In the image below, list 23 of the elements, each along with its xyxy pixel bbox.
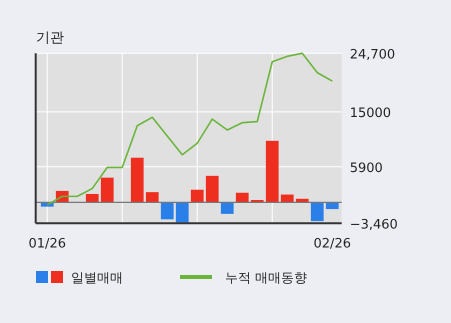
- bar: [86, 194, 99, 202]
- bar: [310, 202, 324, 222]
- y-tick-label: 5900: [350, 160, 383, 176]
- bar: [100, 178, 114, 202]
- x-tick-label: 02/26: [314, 236, 351, 252]
- bar: [206, 176, 219, 202]
- bar: [146, 192, 159, 202]
- bar: [280, 194, 294, 202]
- y-tick-label: 15000: [350, 106, 392, 121]
- bar: [190, 190, 204, 202]
- x-tick-label: 01/26: [28, 236, 66, 252]
- bar: [176, 202, 189, 222]
- chart-title: 기관: [36, 30, 64, 46]
- bar: [236, 192, 249, 202]
- legend-label: 일별매매: [71, 271, 123, 286]
- bar: [220, 202, 234, 214]
- line-series: [46, 52, 334, 206]
- bar: [160, 202, 174, 220]
- y-tick-label: −3,460: [350, 217, 398, 232]
- y-tick-label: 24,700: [350, 47, 396, 62]
- legend-label: 누적 매매동향: [225, 271, 308, 286]
- bar: [266, 140, 279, 202]
- bar: [130, 158, 144, 202]
